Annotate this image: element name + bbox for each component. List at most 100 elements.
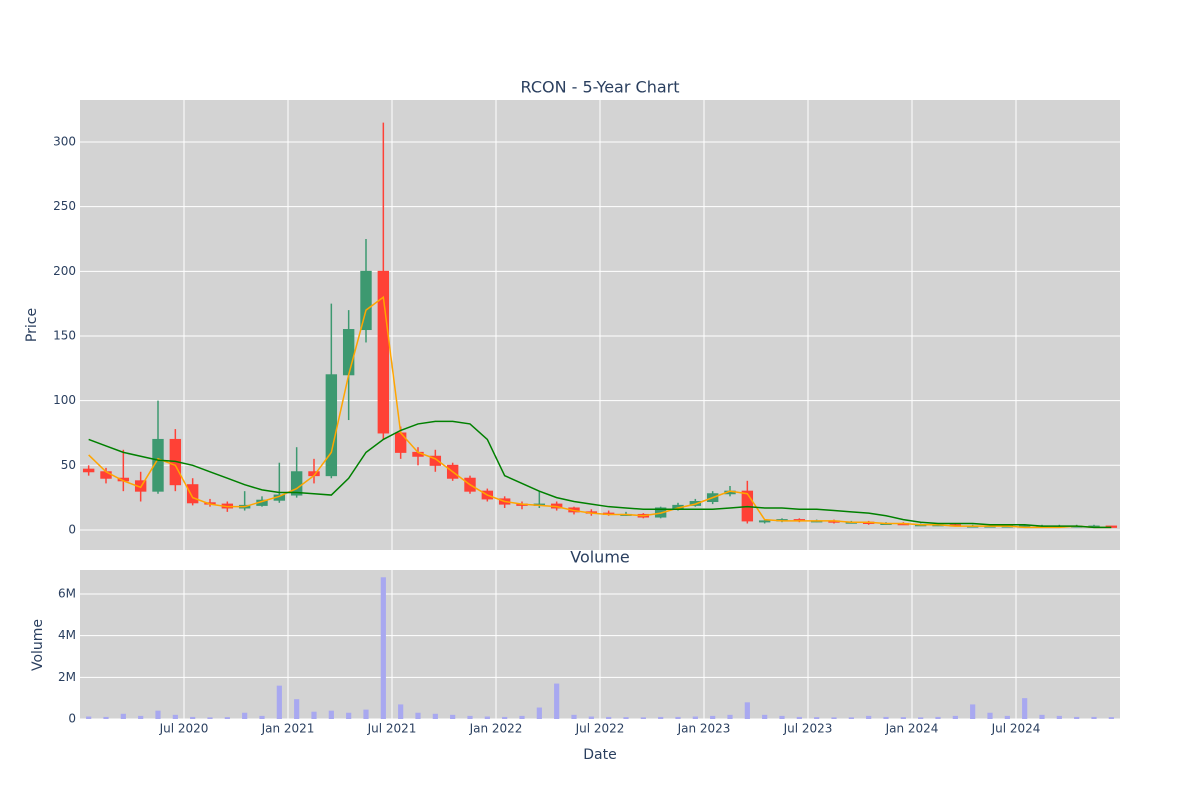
volume-bar (900, 717, 906, 719)
volume-bar (415, 712, 421, 719)
x-tick-label: Jul 2023 (783, 722, 833, 736)
candle-body (394, 432, 407, 453)
y-tick-label: 250 (53, 199, 76, 213)
volume-bar (484, 716, 490, 719)
chart-title: RCON - 5-Year Chart (521, 78, 680, 97)
y-tick-label: 200 (53, 264, 76, 278)
volume-bar (172, 714, 178, 719)
volume-bar (467, 715, 473, 719)
volume-bar (779, 715, 785, 719)
candle-body (377, 270, 390, 434)
volume-bar (935, 716, 941, 719)
volume-bar (918, 717, 924, 719)
x-tick-label: Jan 2023 (677, 722, 731, 736)
volume-bar (848, 717, 854, 719)
volume-bar (242, 712, 248, 719)
x-tick-label: Jan 2022 (469, 722, 523, 736)
x-tick-label: Jan 2021 (261, 722, 315, 736)
volume-bar (675, 716, 681, 719)
y-axis-title: Price (24, 308, 40, 342)
volume-bar (1091, 716, 1097, 719)
volume-bar (623, 717, 629, 719)
volume-bar (190, 716, 196, 719)
volume-bar (883, 716, 889, 719)
plot-area (80, 100, 1120, 550)
x-tick-label: Jul 2024 (991, 722, 1041, 736)
volume-bar (224, 717, 230, 719)
volume-bar (1056, 715, 1062, 719)
x-axis-title: Date (583, 747, 616, 763)
candle-body (290, 471, 303, 496)
volume-bar (987, 712, 993, 719)
moving-average-line (88, 420, 1112, 529)
volume-bar (588, 716, 594, 719)
subplot-title: Volume (570, 548, 630, 567)
volume-bar (831, 717, 837, 719)
x-tick-label: Jul 2020 (159, 722, 209, 736)
volume-bar (952, 715, 958, 719)
plot-area (80, 570, 1120, 720)
y-tick-label: 300 (53, 135, 76, 149)
volume-bar (866, 715, 872, 719)
volume-bar (328, 710, 334, 719)
volume-bar (103, 716, 109, 719)
volume-bar (138, 715, 144, 719)
candle-body (429, 455, 442, 466)
y-tick-label: 4M (58, 628, 76, 642)
candle-body (758, 520, 771, 523)
volume-bar (311, 711, 317, 719)
volume-bar (276, 685, 282, 719)
candle-body (325, 374, 338, 477)
y-tick-label: 2M (58, 670, 76, 684)
volume-bar (120, 713, 126, 719)
volume-bar (363, 709, 369, 719)
x-tick-label: Jul 2021 (367, 722, 417, 736)
volume-bar (640, 717, 646, 719)
y-tick-label: 150 (53, 328, 76, 342)
volume-bar (398, 704, 404, 719)
candle-body (342, 329, 355, 376)
volume-bar (762, 714, 768, 719)
y-tick-label: 100 (53, 393, 76, 407)
volume-bar (606, 716, 612, 719)
volume-bar (744, 702, 750, 719)
x-tick-label: Jul 2022 (575, 722, 625, 736)
volume-bar (1074, 716, 1080, 719)
volume-bar (710, 715, 716, 719)
volume-bar (727, 714, 733, 719)
volume-bar (970, 704, 976, 719)
candle-body (152, 438, 164, 492)
volume-bar (519, 715, 525, 719)
volume-bar (1039, 714, 1045, 719)
volume-bar (571, 714, 577, 719)
volume-bar (380, 577, 386, 719)
volume-bar (658, 716, 664, 719)
volume-bar (796, 716, 802, 719)
volume-bar (432, 713, 438, 719)
volume-bar (450, 714, 456, 719)
volume-bar (294, 699, 300, 719)
volume-bar (502, 716, 508, 719)
moving-average-line (88, 295, 1112, 529)
volume-bar (554, 683, 560, 719)
y-tick-label: 50 (61, 458, 76, 472)
y-tick-label: 6M (58, 586, 76, 600)
volume-bar (259, 715, 265, 719)
volume-bar (1108, 717, 1114, 719)
volume-bar (86, 716, 92, 719)
volume-bar (155, 710, 161, 719)
y-tick-label: 0 (68, 712, 76, 726)
volume-bar (536, 707, 542, 719)
candle-body (360, 270, 372, 331)
candle-body (100, 471, 112, 479)
candle-body (82, 468, 95, 473)
volume-bar (1022, 698, 1028, 719)
volume-bar (814, 717, 820, 719)
x-tick-label: Jan 2024 (885, 722, 939, 736)
volume-bar (207, 717, 213, 719)
volume-bar (692, 716, 698, 719)
y-tick-label: 0 (68, 522, 76, 536)
candle-body (186, 484, 199, 504)
volume-bar (346, 712, 352, 719)
